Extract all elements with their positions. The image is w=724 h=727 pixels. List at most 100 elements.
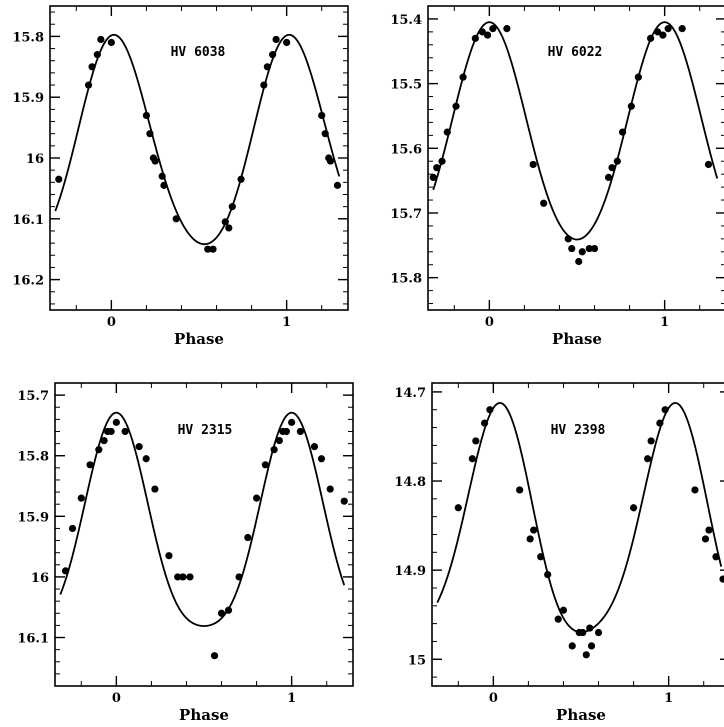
data-point — [146, 130, 154, 138]
y-tick-label: 15.9 — [12, 91, 44, 106]
data-point — [158, 172, 166, 180]
data-point — [326, 485, 334, 493]
y-tick-label: 14.7 — [394, 386, 426, 401]
data-point — [261, 461, 269, 469]
data-point — [443, 128, 451, 136]
data-point — [526, 535, 534, 543]
data-point — [77, 494, 85, 502]
x-tick-label: 1 — [660, 315, 669, 330]
x-tick-label: 1 — [664, 691, 673, 706]
data-point — [244, 533, 252, 542]
y-tick-label: 16 — [26, 152, 44, 167]
star-name-label: HV 2315 — [178, 423, 233, 438]
data-point — [121, 427, 129, 436]
data-point — [179, 573, 187, 581]
y-tick-label: 15.5 — [390, 78, 422, 93]
data-point — [659, 31, 667, 39]
data-point — [224, 606, 233, 614]
data-point — [647, 34, 655, 42]
data-point — [575, 257, 583, 266]
data-point — [217, 609, 226, 617]
data-point — [604, 173, 613, 182]
data-point — [55, 175, 63, 183]
data-point — [97, 35, 105, 44]
data-point — [585, 244, 593, 253]
fit-curve — [59, 411, 346, 627]
data-point — [225, 224, 233, 232]
data-point — [174, 573, 182, 581]
data-point — [564, 235, 572, 243]
data-point — [661, 406, 669, 414]
data-point — [590, 244, 599, 253]
panel-hv-6022: 15.4 15.5 15.6 15.7 15.8 0 1 Phase HV 6022 — [390, 5, 724, 348]
data-point — [568, 244, 576, 253]
data-point — [151, 157, 159, 165]
data-point — [452, 102, 460, 110]
data-point — [468, 455, 476, 463]
plot-frame — [427, 5, 724, 311]
data-point — [701, 535, 710, 543]
data-point — [321, 130, 329, 138]
data-point — [107, 427, 115, 436]
data-point — [578, 248, 586, 256]
data-point — [594, 628, 603, 637]
data-point — [288, 418, 296, 426]
data-point — [459, 73, 467, 81]
y-tick-label: 15 — [408, 653, 426, 668]
data-point — [471, 34, 479, 42]
data-point — [100, 436, 108, 445]
star-name-label: HV 2398 — [551, 423, 606, 438]
y-tick-label: 16 — [31, 571, 49, 586]
panel-hv-2315: 15.7 15.8 15.9 16 16.1 0 1 Phase HV 2315 — [17, 382, 354, 724]
data-point — [84, 81, 93, 89]
data-point — [629, 504, 638, 512]
data-point — [627, 102, 635, 110]
data-point — [530, 526, 538, 534]
data-point — [544, 571, 552, 579]
panel-hv-2398: 14.7 14.8 14.9 15 0 1 Phase HV 2398 — [394, 382, 724, 724]
data-point — [160, 181, 168, 189]
data-point — [151, 485, 159, 493]
data-point — [568, 642, 576, 650]
data-point — [263, 63, 271, 71]
data-point — [275, 436, 283, 445]
x-axis-label: Phase — [174, 330, 224, 348]
data-point — [333, 181, 342, 189]
data-point — [554, 615, 562, 623]
data-point — [317, 455, 326, 463]
star-name-label: HV 6022 — [548, 45, 603, 60]
x-tick-label: 0 — [485, 315, 494, 330]
x-tick-label: 0 — [489, 691, 498, 706]
data-point — [489, 25, 497, 33]
data-point — [705, 526, 713, 534]
data-point — [252, 494, 261, 502]
data-point — [613, 157, 621, 165]
data-point — [472, 437, 480, 445]
data-point — [608, 164, 616, 172]
data-point — [478, 28, 486, 36]
fit-curve — [54, 33, 341, 246]
x-axis-label: Phase — [552, 330, 602, 348]
data-point — [656, 419, 664, 427]
data-point — [579, 628, 587, 637]
data-point — [326, 157, 335, 165]
data-point — [186, 573, 194, 581]
y-tick-label: 15.6 — [390, 142, 422, 157]
data-point — [282, 427, 290, 436]
y-tick-label: 15.7 — [17, 389, 49, 404]
data-point — [283, 38, 291, 47]
y-tick-label: 16.1 — [12, 213, 44, 228]
star-name-label: HV 6038 — [171, 45, 226, 60]
data-point — [433, 164, 441, 172]
data-point — [704, 160, 713, 169]
data-point — [204, 245, 212, 253]
data-point — [438, 157, 446, 165]
data-point — [61, 567, 70, 575]
data-point — [142, 111, 151, 120]
y-tick-label: 15.8 — [390, 272, 422, 287]
y-tick-label: 16.1 — [17, 632, 49, 647]
data-point — [529, 160, 537, 169]
y-tick-label: 15.7 — [390, 207, 422, 222]
data-point — [586, 624, 594, 632]
